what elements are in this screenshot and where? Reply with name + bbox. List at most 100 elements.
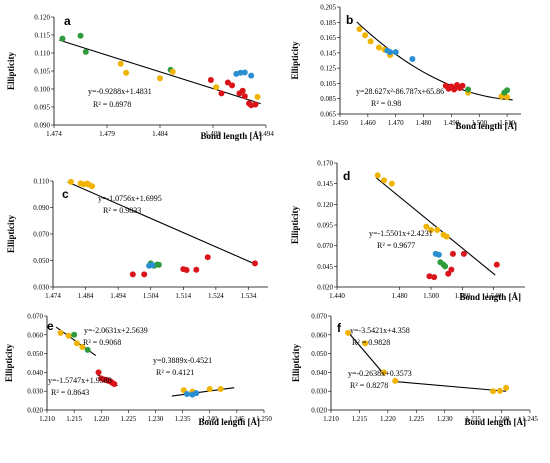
y-tick-label: 0.085: [320, 95, 336, 103]
data-point: [111, 381, 118, 388]
y-tick-label: 0.060: [27, 331, 43, 339]
data-point: [465, 86, 472, 93]
y-tick-label: 0.065: [320, 111, 336, 119]
trend-line: [67, 181, 257, 266]
x-tick-label: 1.504: [143, 292, 159, 300]
y-tick-label: 0.045: [317, 263, 333, 271]
data-point: [443, 233, 450, 240]
data-point: [493, 261, 500, 268]
x-tick-label: 1.484: [152, 130, 168, 138]
panel-label: f: [337, 321, 342, 335]
data-point: [445, 270, 452, 277]
data-point: [362, 32, 369, 39]
y-tick-label: 0.070: [317, 242, 333, 250]
x-tick-label: 1.520: [454, 292, 470, 300]
x-tick-label: 1.484: [78, 292, 94, 300]
data-point: [157, 75, 163, 82]
data-point: [84, 346, 91, 353]
data-point: [423, 223, 430, 230]
x-tick-label: 1.450: [332, 119, 348, 127]
trend-line: [171, 387, 235, 397]
data-point: [183, 267, 190, 274]
y-tick-label: 0.105: [34, 68, 50, 76]
data-point: [388, 180, 395, 187]
x-tick-label: 1.489: [205, 130, 221, 138]
data-point: [254, 93, 261, 100]
data-point: [504, 94, 511, 101]
y-tick-label: 0.205: [320, 4, 336, 12]
data-point: [169, 68, 176, 75]
y-tick-label: 0.070: [27, 313, 43, 321]
y-tick-label: 0.110: [34, 178, 50, 186]
data-point: [241, 69, 248, 76]
x-tick-label: 1.494: [258, 130, 274, 138]
data-point: [213, 84, 220, 91]
data-point: [207, 77, 214, 83]
data-point: [79, 344, 86, 351]
y-tick-label: 0.095: [317, 222, 333, 230]
x-tick-label: 1.474: [45, 292, 61, 300]
y-tick-label: 0.020: [317, 284, 333, 292]
data-point: [496, 387, 503, 394]
panel-label: e: [47, 319, 54, 333]
x-tick-label: 1.245: [522, 415, 538, 423]
panel-d: 0.020 0.045 0.070 0.095 0.120 0.145 0.170 1.440…: [290, 160, 525, 302]
x-tick-label: 1.245: [229, 415, 245, 423]
data-point: [224, 79, 231, 86]
x-tick-label: 1.500: [423, 292, 439, 300]
y-axis-label: Ellipticity: [291, 344, 301, 382]
data-point: [155, 261, 162, 268]
panel-e: 0.020 0.030 0.040 0.050 0.060 0.070 1.210 1.215…: [4, 313, 272, 428]
data-point: [451, 86, 458, 93]
r-squared-label: R² = 0.4121: [156, 368, 194, 377]
y-tick-label: 0.165: [320, 34, 336, 42]
data-point: [193, 266, 200, 273]
x-tick-label: 1.220: [93, 415, 109, 423]
data-point: [387, 49, 394, 56]
data-point: [123, 69, 130, 76]
trend-line: [59, 39, 261, 105]
data-point: [367, 38, 374, 45]
y-axis-label: Ellipticity: [6, 52, 16, 90]
r-squared-label: R² = 0.8278: [350, 381, 388, 390]
data-point: [449, 250, 456, 257]
data-point: [229, 82, 236, 89]
y-tick-label: 0.090: [34, 122, 50, 130]
trend-line: [347, 331, 385, 375]
panel-label: b: [346, 13, 353, 27]
x-axis-label: Bond length [Å]: [200, 131, 262, 141]
panel-f: 0.020 0.030 0.040 0.050 0.060 0.070 1.210 1.215…: [291, 313, 538, 428]
x-tick-label: 1.225: [121, 415, 137, 423]
x-axis-label: Bond length [Å]: [198, 417, 260, 427]
y-tick-label: 0.145: [317, 180, 333, 188]
data-point: [57, 329, 64, 336]
r-squared-label: R² = 0.98: [371, 99, 401, 108]
data-point: [362, 340, 369, 347]
x-tick-label: 1.225: [408, 415, 424, 423]
y-tick-label: 0.040: [311, 369, 327, 377]
r-squared-label: R² = 0.9833: [103, 206, 141, 215]
y-tick-label: 0.070: [33, 231, 49, 239]
x-axis-label: Bond length [Å]: [455, 121, 517, 131]
y-tick-label: 0.185: [320, 19, 336, 27]
x-tick-label: 1.215: [66, 415, 82, 423]
data-point: [193, 390, 200, 397]
fit-equation: y=-1.5501x+2.4231: [369, 229, 433, 238]
y-tick-label: 0.170: [317, 160, 333, 168]
x-tick-label: 1.215: [352, 415, 368, 423]
y-tick-label: 0.020: [27, 407, 43, 415]
fit-equation: y=-1.5747x+1.9588: [48, 376, 112, 385]
x-axis-label: Bond length [Å]: [464, 417, 526, 427]
data-point: [59, 35, 66, 42]
y-tick-label: 0.030: [33, 284, 49, 292]
data-point: [434, 226, 441, 233]
x-tick-label: 1.230: [437, 415, 453, 423]
y-tick-label: 0.100: [34, 86, 50, 94]
data-point: [345, 329, 352, 336]
x-tick-label: 1.480: [416, 119, 432, 127]
data-point: [117, 60, 124, 67]
data-point: [448, 266, 455, 273]
x-tick-label: 1.514: [175, 292, 191, 300]
fit-equation: y=-0.2638x+0.3573: [348, 369, 412, 378]
